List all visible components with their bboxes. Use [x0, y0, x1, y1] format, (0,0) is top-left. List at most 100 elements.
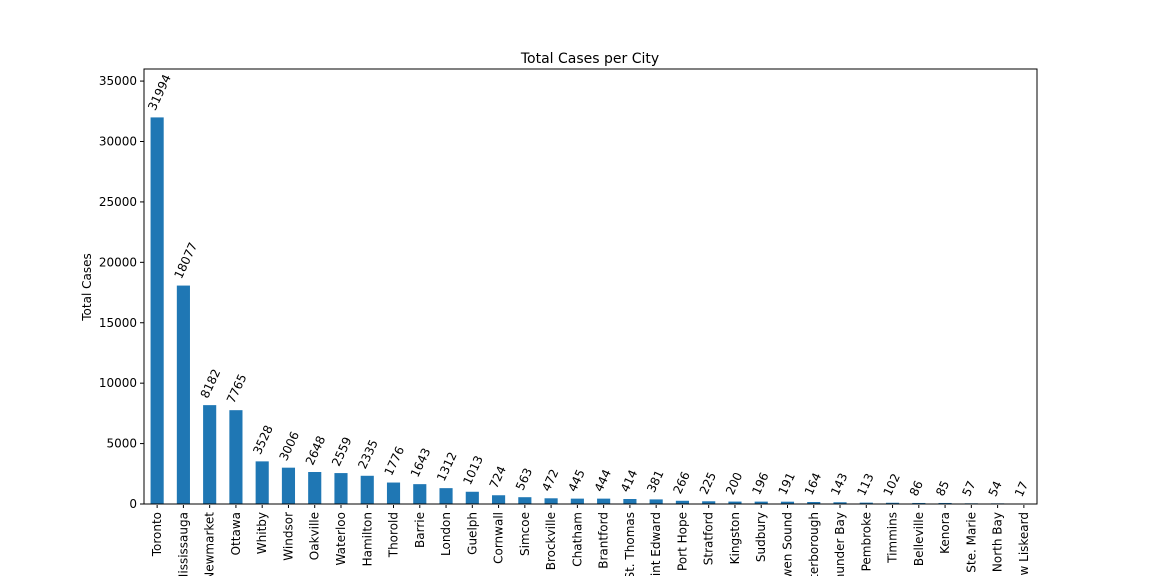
x-tick-label: Pembroke — [859, 512, 873, 571]
chart-title: Total Cases per City — [520, 51, 659, 67]
bar — [203, 405, 216, 504]
bar — [413, 484, 426, 504]
x-tick-label: Chatham — [570, 512, 584, 567]
data-label: 381 — [644, 468, 666, 495]
data-label: 445 — [565, 467, 587, 494]
bar — [387, 483, 400, 504]
x-tick-label: Owen Sound — [780, 512, 794, 576]
bar — [229, 410, 242, 504]
data-label: 191 — [776, 470, 798, 497]
x-tick-label: Newmarket — [203, 512, 217, 576]
data-label: 225 — [697, 470, 719, 497]
data-label: 2648 — [303, 434, 329, 468]
data-label: 164 — [802, 471, 824, 498]
y-tick-label: 30000 — [99, 135, 137, 149]
data-label: 200 — [723, 470, 745, 497]
x-axis: Toronto Mississauga Newmarket Ottawa Whitby W… — [150, 504, 1031, 576]
bar — [597, 499, 610, 504]
data-label: 17 — [1012, 479, 1031, 499]
bar — [492, 495, 505, 504]
data-label: 266 — [670, 469, 692, 496]
y-tick-label: 25000 — [99, 195, 137, 209]
x-tick-label: Guelph — [465, 512, 479, 555]
y-tick-label: 35000 — [99, 74, 137, 88]
x-tick-label: Kingston — [728, 512, 742, 564]
bar — [545, 498, 558, 504]
bar — [623, 499, 636, 504]
data-label: 143 — [828, 471, 850, 498]
data-label: 1013 — [460, 453, 486, 487]
x-tick-label: Whitby — [255, 512, 269, 554]
bar — [334, 473, 347, 504]
bar — [282, 468, 295, 504]
data-label: 31994 — [145, 72, 174, 113]
x-tick-label: Toronto — [150, 512, 164, 557]
data-label: 2559 — [329, 435, 355, 469]
bar — [256, 461, 269, 504]
data-label: 1643 — [408, 446, 434, 480]
data-label: 3528 — [250, 423, 276, 457]
data-label: 85 — [933, 478, 952, 498]
data-label: 57 — [959, 479, 978, 499]
y-axis: 0 5000 10000 15000 20000 25000 30000 35000 — [99, 74, 144, 511]
y-tick-label: 5000 — [106, 437, 137, 451]
data-label: 7765 — [224, 372, 250, 406]
x-tick-label: Stratford — [702, 512, 716, 565]
data-label: 102 — [881, 471, 903, 498]
x-tick-label: Mississauga — [176, 512, 190, 576]
data-label: 3006 — [276, 429, 302, 463]
x-tick-label: London — [439, 512, 453, 556]
bar — [177, 286, 190, 504]
bar — [361, 476, 374, 504]
data-label: 8182 — [198, 367, 224, 401]
data-label: 472 — [539, 467, 561, 494]
data-label: 724 — [487, 464, 509, 491]
x-tick-label: St. Thomas — [623, 512, 637, 576]
x-tick-label: Point Edward — [649, 512, 663, 576]
x-tick-label: Kenora — [938, 512, 952, 554]
bar — [571, 499, 584, 504]
data-label: 414 — [618, 468, 640, 495]
data-label: 563 — [513, 466, 535, 493]
x-tick-label: Barrie — [413, 512, 427, 548]
data-label: 18077 — [171, 240, 200, 281]
bar — [518, 497, 531, 504]
x-tick-label: Sudbury — [754, 512, 768, 562]
x-tick-label: Simcoe — [518, 512, 532, 556]
y-tick-label: 0 — [129, 497, 137, 511]
x-tick-label: Belleville — [912, 512, 926, 566]
y-tick-label: 10000 — [99, 376, 137, 390]
x-tick-label: Sault Ste. Marie — [964, 512, 978, 576]
x-tick-label: New Liskeard — [1017, 512, 1031, 576]
x-tick-label: North Bay — [991, 512, 1005, 572]
data-label: 1312 — [434, 450, 460, 484]
x-tick-label: Port Hope — [675, 512, 689, 571]
bar — [650, 499, 663, 504]
x-tick-label: Thorold — [387, 512, 401, 558]
data-label: 54 — [986, 479, 1005, 499]
x-tick-label: Oakville — [308, 512, 322, 560]
x-tick-label: Cornwall — [492, 512, 506, 564]
y-axis-label: Total Cases — [80, 253, 94, 321]
plot-frame — [144, 69, 1037, 504]
x-tick-label: Brantford — [597, 512, 611, 569]
bar — [151, 117, 164, 504]
data-label: 2335 — [355, 437, 381, 471]
bar — [466, 492, 479, 504]
x-tick-label: Windsor — [281, 512, 295, 561]
bar — [308, 472, 321, 504]
data-label: 86 — [907, 478, 926, 498]
x-tick-label: Ottawa — [229, 512, 243, 555]
x-tick-label: Timmins — [886, 512, 900, 564]
data-label: 1776 — [382, 444, 408, 478]
y-tick-label: 20000 — [99, 255, 137, 269]
x-tick-label: Thunder Bay — [833, 512, 847, 576]
y-tick-label: 15000 — [99, 316, 137, 330]
data-label: 113 — [854, 471, 876, 498]
data-label: 444 — [592, 467, 614, 494]
x-tick-label: Waterloo — [334, 512, 348, 566]
x-tick-label: Peterborough — [807, 512, 821, 576]
